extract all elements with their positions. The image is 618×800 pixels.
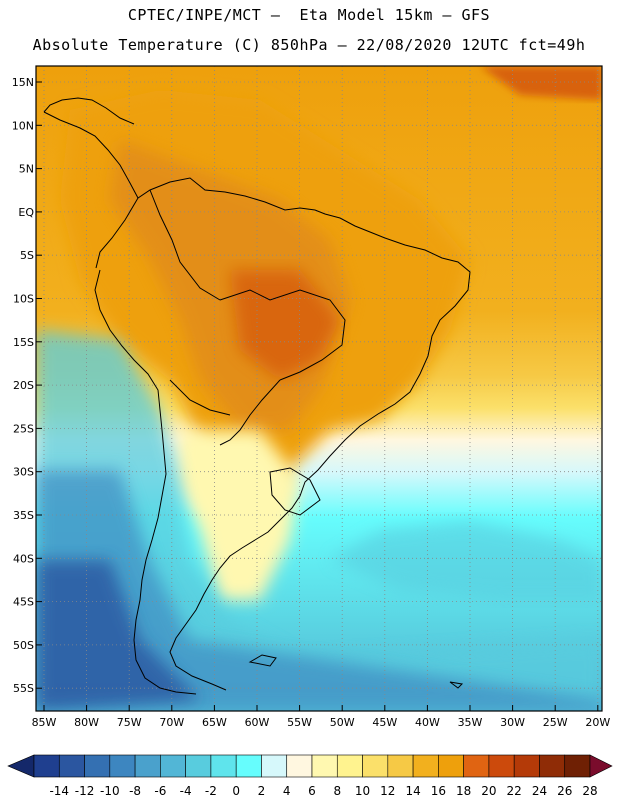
longitude-axis: 85W 80W 75W 70W 65W 60W 55W 50W 45W 40W 35W 30W 25W 2… — [32, 705, 610, 729]
lat-label-55S: 55S — [13, 682, 34, 695]
colorbar-tick: 8 — [333, 784, 341, 798]
lon-label-50W: 50W — [330, 716, 355, 729]
colorbar-bin — [362, 754, 389, 778]
lon-label-55W: 55W — [287, 716, 312, 729]
colorbar-bin — [564, 754, 591, 778]
colorbar-bin — [210, 754, 237, 778]
colorbar-bin — [109, 754, 136, 778]
colorbar-bin — [134, 754, 161, 778]
lat-label-20S: 20S — [13, 379, 34, 392]
colorbar-bin — [160, 754, 186, 778]
colorbar-tick: 0 — [232, 784, 240, 798]
colorbar-tick: 22 — [507, 784, 522, 798]
colorbar-bin — [84, 754, 111, 778]
colorbar-tick: -4 — [180, 784, 192, 798]
colorbar-tick: 6 — [308, 784, 316, 798]
lon-label-65W: 65W — [202, 716, 227, 729]
title-line-2: Absolute Temperature (C) 850hPa – 22/08/… — [32, 36, 586, 54]
colorbar-tick: 28 — [582, 784, 597, 798]
colorbar-bin — [261, 754, 288, 778]
lat-label-30S: 30S — [13, 466, 34, 479]
lat-label-EQ: EQ — [18, 206, 34, 219]
colorbar-bin — [488, 754, 515, 778]
colorbar-tick: 16 — [431, 784, 446, 798]
colorbar-bin — [412, 754, 439, 778]
colorbar-bin — [336, 754, 363, 778]
lat-label-35S: 35S — [13, 509, 34, 522]
colorbar-tick: -12 — [75, 784, 95, 798]
lat-label-40S: 40S — [13, 552, 34, 565]
lon-label-25W: 25W — [543, 716, 568, 729]
colorbar-tick: 14 — [405, 784, 420, 798]
colorbar-tick: -2 — [205, 784, 217, 798]
lon-label-20W: 20W — [585, 716, 610, 729]
colorbar-tick: 24 — [532, 784, 547, 798]
colorbar-min-arrow — [7, 754, 35, 778]
coastlines-and-borders — [43, 97, 471, 695]
lat-label-45S: 45S — [13, 596, 34, 609]
colorbar-bin — [539, 754, 566, 778]
lon-label-30W: 30W — [500, 716, 525, 729]
colorbar-tick: 10 — [355, 784, 370, 798]
lon-label-45W: 45W — [372, 716, 397, 729]
lon-label-80W: 80W — [74, 716, 99, 729]
lat-label-15S: 15S — [13, 336, 34, 349]
colorbar-bin — [286, 754, 313, 778]
colorbar-bin — [463, 754, 490, 778]
colorbar-tick: 26 — [557, 784, 572, 798]
colorbar-bin — [33, 754, 60, 778]
colorbar-tick: 12 — [380, 784, 395, 798]
colorbar-bin — [235, 754, 262, 778]
colorbar-tick: 18 — [456, 784, 471, 798]
lat-label-15N: 15N — [12, 76, 34, 89]
colorbar-tick: -10 — [100, 784, 120, 798]
colorbar-tick: 20 — [481, 784, 496, 798]
colorbar-max-arrow — [589, 754, 613, 778]
colorbar-bin — [387, 754, 414, 778]
lon-label-85W: 85W — [32, 716, 57, 729]
title-line-1: CPTEC/INPE/MCT – Eta Model 15km – GFS — [127, 6, 491, 24]
lon-label-35W: 35W — [458, 716, 483, 729]
lat-label-50S: 50S — [13, 639, 34, 652]
colorbar-bin — [58, 754, 85, 778]
colorbar-bin — [311, 754, 338, 778]
colorbar-bin — [513, 754, 540, 778]
lat-label-5N: 5N — [19, 163, 34, 176]
lon-label-60W: 60W — [245, 716, 270, 729]
lon-label-70W: 70W — [159, 716, 184, 729]
temperature-colorbar: -14 -12 -10 -8 -6 -4 -2 0 2 4 6 8 10 12 14 16 18 20 22 24 26… — [7, 754, 613, 798]
lat-label-10S: 10S — [13, 293, 34, 306]
lon-label-40W: 40W — [415, 716, 440, 729]
lat-label-10N: 10N — [12, 119, 34, 132]
latitude-axis: 15N 10N 5N EQ 5S 10S 15S 20S 25S 30S 35S 40S 45S 50S 5… — [12, 76, 42, 695]
lat-label-5S: 5S — [20, 249, 34, 262]
colorbar-tick: 4 — [283, 784, 291, 798]
colorbar-bin — [185, 754, 212, 778]
lat-label-25S: 25S — [13, 422, 34, 435]
colorbar-tick: -8 — [129, 784, 141, 798]
temperature-field — [36, 66, 602, 711]
colorbar-bin — [438, 754, 464, 778]
colorbar-tick: -14 — [49, 784, 69, 798]
lon-label-75W: 75W — [117, 716, 142, 729]
colorbar-tick: -6 — [154, 784, 166, 798]
colorbar-tick: 2 — [258, 784, 266, 798]
plot-frame — [35, 65, 603, 712]
